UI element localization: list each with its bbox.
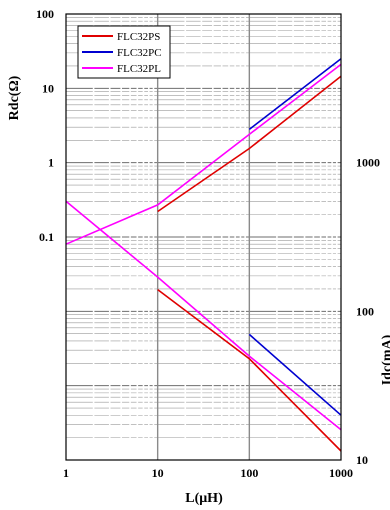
y-tick-label-left: 100 <box>36 7 54 21</box>
y-tick-label-left: 1 <box>48 156 54 170</box>
y-tick-label-right: 1000 <box>356 156 380 170</box>
series-line-flc32pl-right <box>65 200 342 431</box>
x-tick-label: 10 <box>152 466 164 480</box>
legend: FLC32PS FLC32PC FLC32PL <box>77 25 171 79</box>
series-line-flc32ps-left <box>157 75 342 213</box>
series-line-flc32pc-left <box>248 58 342 131</box>
x-tick-label: 1000 <box>329 466 353 480</box>
tick-labels: 1 10 100 1000 100 10 1 0.1 1000 100 10 <box>36 7 380 480</box>
legend-label-flc32pc: FLC32PC <box>117 47 162 59</box>
grid <box>66 14 341 460</box>
y-tick-label-left: 10 <box>42 81 54 95</box>
series-lines <box>65 58 342 452</box>
x-axis-title: L(μH) <box>185 491 223 506</box>
legend-label-flc32ps: FLC32PS <box>117 31 160 43</box>
series-line-flc32pc-right <box>248 333 342 416</box>
y-axis-title-left: Rdc(Ω) <box>7 75 22 120</box>
series-line-flc32ps-right <box>157 288 342 452</box>
y-axis-title-right: Idc(mA) <box>380 334 390 385</box>
y-tick-label-right: 10 <box>356 453 368 467</box>
plot-frame <box>65 13 342 461</box>
legend-label-flc32pl: FLC32PL <box>117 63 161 75</box>
x-tick-label: 100 <box>240 466 258 480</box>
x-tick-label: 1 <box>63 466 69 480</box>
y-tick-label-right: 100 <box>356 304 374 318</box>
series-line-flc32pl-left <box>65 63 342 245</box>
y-tick-label-left: 0.1 <box>39 230 54 244</box>
